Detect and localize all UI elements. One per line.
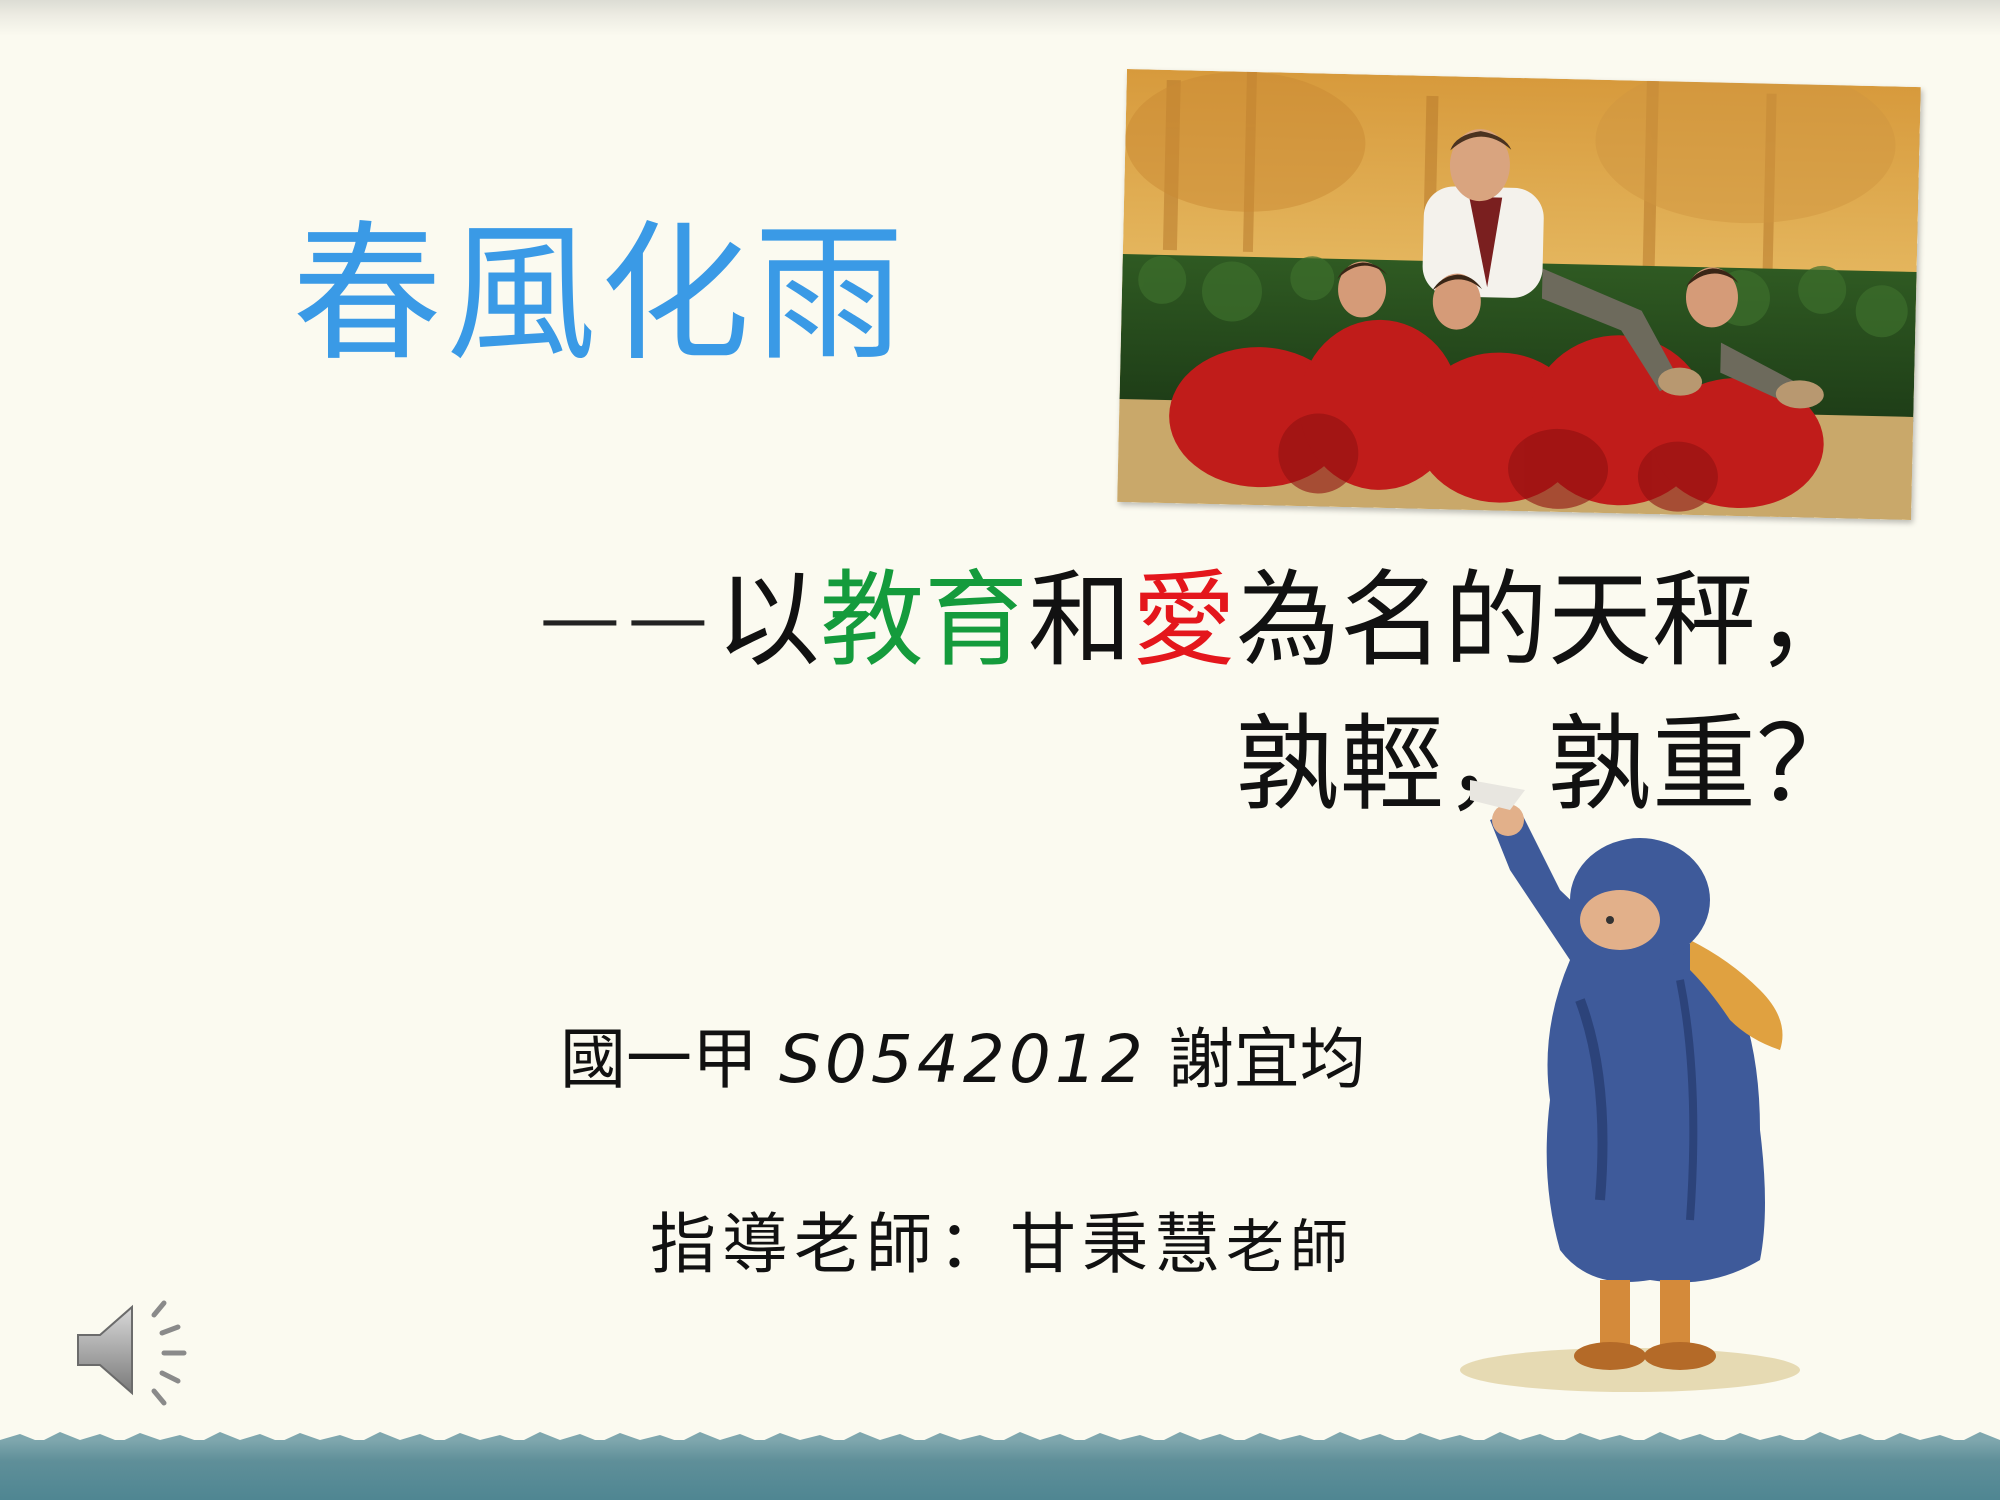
movie-photo bbox=[1117, 69, 1921, 520]
student-name: 謝宜均 bbox=[1167, 1021, 1366, 1098]
subtitle-part2: 和 bbox=[1027, 559, 1132, 681]
subtitle-dash: —— bbox=[539, 570, 716, 663]
subtitle-part3: 為名的天秤， bbox=[1235, 559, 1860, 681]
student-id: S0542012 bbox=[778, 1021, 1147, 1098]
slide-title: 春風化雨 bbox=[292, 208, 909, 382]
subtitle-red-word: 愛 bbox=[1131, 559, 1236, 681]
student-class: 國一甲 bbox=[560, 1021, 758, 1098]
subtitle-part1: 以 bbox=[715, 559, 820, 681]
top-border bbox=[0, 0, 2000, 36]
teacher-info: 指導老師：甘秉慧老師 bbox=[650, 1205, 1650, 1287]
subtitle-green-word: 教育 bbox=[819, 559, 1028, 681]
subtitle-line2: 孰輕，孰重？ bbox=[1235, 703, 1860, 825]
subtitle: ——以教育和愛為名的天秤， 孰輕，孰重？ bbox=[380, 552, 1860, 829]
bottom-strip bbox=[0, 1440, 2000, 1500]
teacher-label: 指導老師：甘秉慧 bbox=[650, 1206, 1226, 1283]
speaker-icon[interactable] bbox=[70, 1285, 200, 1415]
teacher-suffix: 老師 bbox=[1226, 1213, 1355, 1281]
person-illustration bbox=[1460, 780, 1800, 1392]
student-info: 國一甲 S0542012 謝宜均 bbox=[560, 1020, 1560, 1100]
